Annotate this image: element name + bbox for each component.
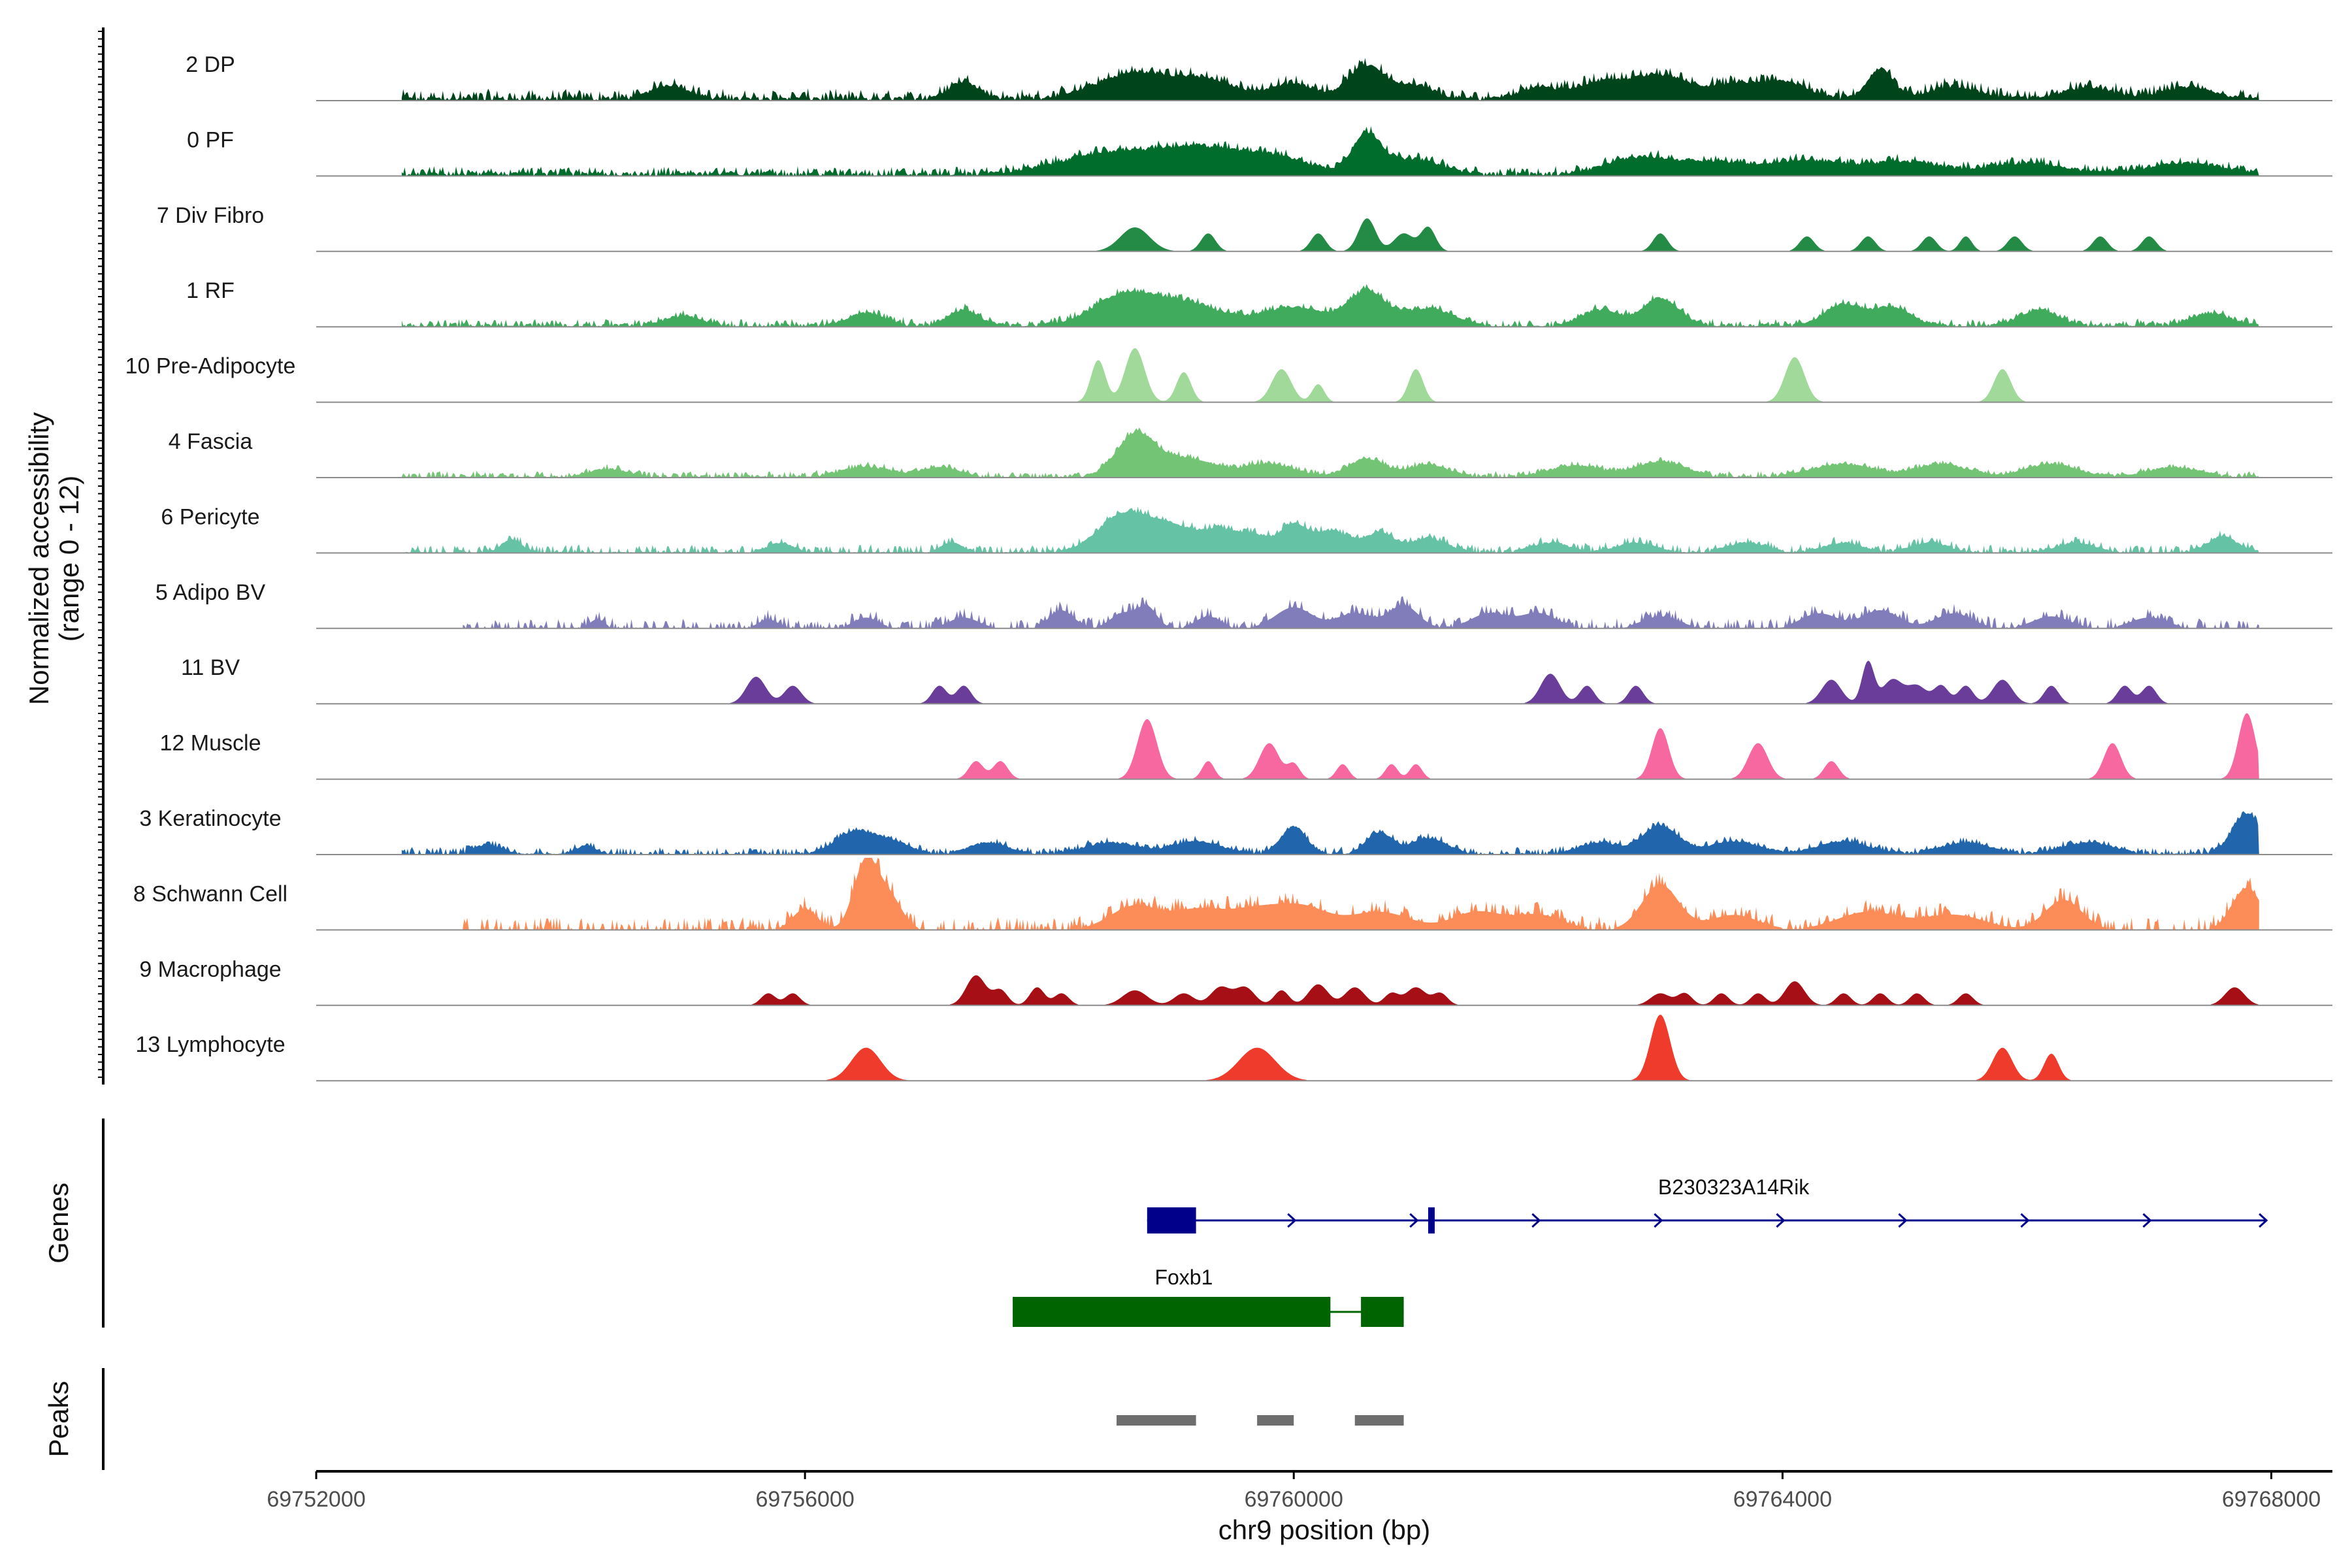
track-12-muscle: 12 Muscle [160,713,2332,780]
peak-region [1257,1415,1294,1426]
coverage-area [463,858,2259,930]
coverage-area [401,284,2259,327]
track-9-macrophage: 9 Macrophage [139,957,2332,1006]
y-axis-title: Normalized accessibility [24,412,54,705]
strand-arrow [1531,1213,1541,1228]
track-label: 9 Macrophage [139,957,281,982]
x-tick-label: 69764000 [1733,1487,1832,1512]
peak-regions [1117,1415,1404,1426]
y-axis-subtitle: (range 0 - 12) [54,476,84,642]
track-label: 4 Fascia [169,429,253,454]
track-3-keratinocyte: 3 Keratinocyte [139,806,2332,855]
track-label: 12 Muscle [160,731,261,756]
gene-foxb1: Foxb1 [1013,1266,1404,1327]
x-axis-ticks: 69752000 69756000 69760000 69764000 69768000 [267,1471,2321,1512]
coverage-area [401,661,2259,704]
gene-annotations: B230323A14Rik Foxb1 [1013,1175,2268,1327]
track-label: 10 Pre-Adipocyte [125,354,296,379]
track-0-pf: 0 PF [187,126,2332,177]
gene-exon [1013,1297,1331,1327]
coverage-y-axis-ticks [98,31,103,1078]
gene-label: B230323A14Rik [1658,1175,1810,1199]
coverage-area [401,348,2259,402]
strand-arrow [1165,1213,1175,1228]
strand-arrow [2020,1213,2030,1228]
x-tick-label: 69752000 [267,1487,365,1512]
strand-arrow [1776,1213,1786,1228]
track-label: 1 RF [186,278,235,303]
track-5-adipo-bv: 5 Adipo BV [155,580,2332,629]
coverage-area [401,57,2259,101]
peak-region [1354,1415,1404,1426]
track-label: 3 Keratinocyte [139,806,281,831]
x-tick-label: 69768000 [2222,1487,2321,1512]
coverage-area [401,811,2259,855]
track-label: 6 Pericyte [161,504,259,529]
coverage-area [401,427,2259,478]
coverage-area [401,126,2259,176]
track-4-fascia: 4 Fascia [169,427,2332,478]
track-label: 11 BV [181,655,240,680]
coverage-area [401,975,2259,1005]
strand-arrow [2142,1213,2152,1228]
x-tick-label: 69756000 [755,1487,854,1512]
track-1-rf: 1 RF [186,278,2332,328]
coverage-tracks: 2 DP 0 PF 7 Div Fibro 1 RF 10 Pre-Adipocyte 4… [125,52,2332,1082]
coverage-area [401,713,2259,779]
strand-arrow [1898,1213,1908,1228]
track-10-pre-adipocyte: 10 Pre-Adipocyte [125,348,2332,403]
strand-arrow [1409,1213,1419,1228]
gene-b230323a14rik: B230323A14Rik [1147,1175,2268,1233]
coverage-area [401,506,2259,553]
peak-region [1117,1415,1196,1426]
gene-label: Foxb1 [1154,1266,1213,1289]
track-label: 7 Div Fibro [157,203,264,228]
gene-exon [1428,1207,1435,1233]
track-label: 8 Schwann Cell [133,881,287,906]
coverage-area [401,218,2259,252]
coverage-area [401,1015,2259,1081]
strand-arrow [2259,1213,2268,1228]
gene-exon [1361,1297,1404,1327]
strand-arrow [1654,1213,1663,1228]
track-8-schwann-cell: 8 Schwann Cell [133,858,2332,931]
track-2-dp: 2 DP [186,52,2332,101]
x-axis-title: chr9 position (bp) [1218,1514,1431,1545]
x-tick-label: 69760000 [1245,1487,1343,1512]
track-7-div-fibro: 7 Div Fibro [157,203,2332,252]
track-label: 13 Lymphocyte [135,1032,285,1057]
track-6-pericyte: 6 Pericyte [161,504,2332,554]
track-label: 0 PF [187,127,234,152]
track-label: 2 DP [186,52,235,77]
track-label: 5 Adipo BV [155,580,266,605]
strand-arrow [1287,1213,1297,1228]
track-11-bv: 11 BV [181,655,2332,705]
genes-panel-label: Genes [43,1183,74,1264]
peaks-panel-label: Peaks [43,1381,74,1458]
track-13-lymphocyte: 13 Lymphocyte [135,1015,2332,1082]
coverage-area [463,596,2259,629]
